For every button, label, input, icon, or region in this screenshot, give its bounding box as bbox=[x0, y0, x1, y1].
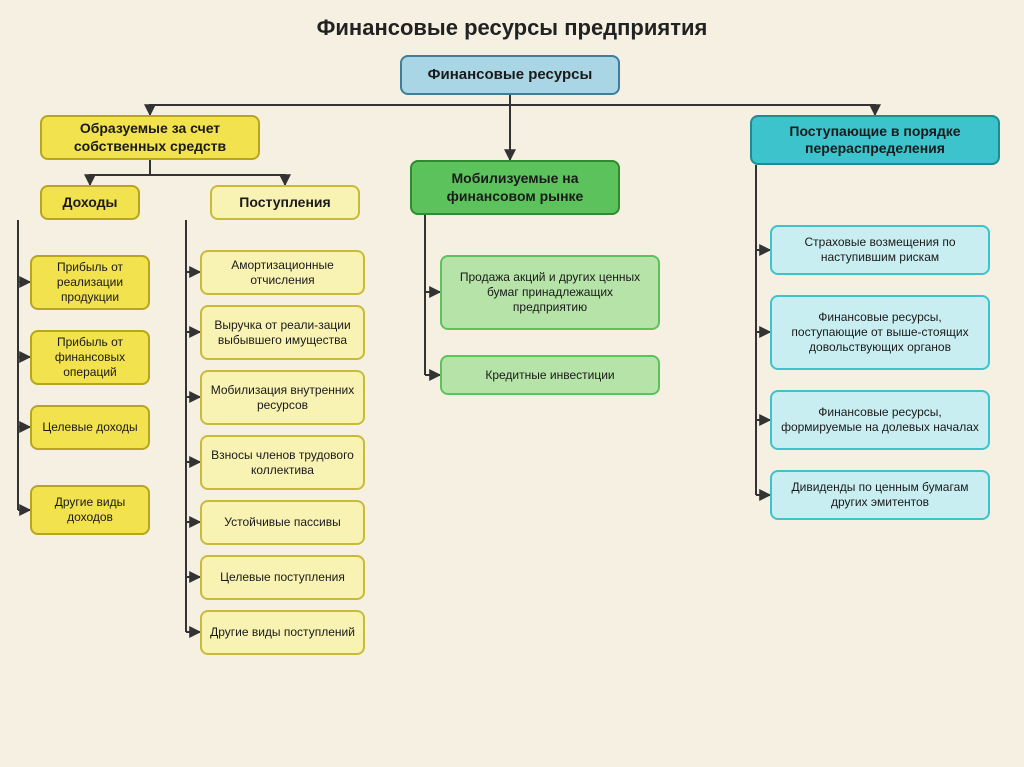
node-rd4: Дивиденды по ценным бумагам других эмите… bbox=[770, 470, 990, 520]
connector bbox=[150, 95, 510, 115]
node-own: Образуемые за счет собственных средств bbox=[40, 115, 260, 160]
node-rec1: Амортизационные отчисления bbox=[200, 250, 365, 295]
node-root: Финансовые ресурсы bbox=[400, 55, 620, 95]
node-mk1: Продажа акций и других ценных бумаг прин… bbox=[440, 255, 660, 330]
node-rd1: Страховые возмещения по наступившим риск… bbox=[770, 225, 990, 275]
node-inc3: Целевые доходы bbox=[30, 405, 150, 450]
node-rec3: Мобилизация внутренних ресурсов bbox=[200, 370, 365, 425]
page-title: Финансовые ресурсы предприятия bbox=[0, 15, 1024, 41]
node-rec4: Взносы членов трудового коллектива bbox=[200, 435, 365, 490]
node-inc1: Прибыль от реализации продукции bbox=[30, 255, 150, 310]
node-redistrib: Поступающие в порядке перераспределения bbox=[750, 115, 1000, 165]
node-rd2: Финансовые ресурсы, поступающие от выше-… bbox=[770, 295, 990, 370]
connector bbox=[510, 95, 875, 115]
node-rec2: Выручка от реали-зации выбывшего имущест… bbox=[200, 305, 365, 360]
node-rec6: Целевые поступления bbox=[200, 555, 365, 600]
connector bbox=[90, 160, 150, 185]
node-inc2: Прибыль от финансовых операций bbox=[30, 330, 150, 385]
node-rec5: Устойчивые пассивы bbox=[200, 500, 365, 545]
node-rec7: Другие виды поступлений bbox=[200, 610, 365, 655]
node-income: Доходы bbox=[40, 185, 140, 220]
node-receipts: Поступления bbox=[210, 185, 360, 220]
connector bbox=[150, 160, 285, 185]
node-market: Мобилизуемые на финансовом рынке bbox=[410, 160, 620, 215]
node-inc4: Другие виды доходов bbox=[30, 485, 150, 535]
node-rd3: Финансовые ресурсы, формируемые на долев… bbox=[770, 390, 990, 450]
node-mk2: Кредитные инвестиции bbox=[440, 355, 660, 395]
